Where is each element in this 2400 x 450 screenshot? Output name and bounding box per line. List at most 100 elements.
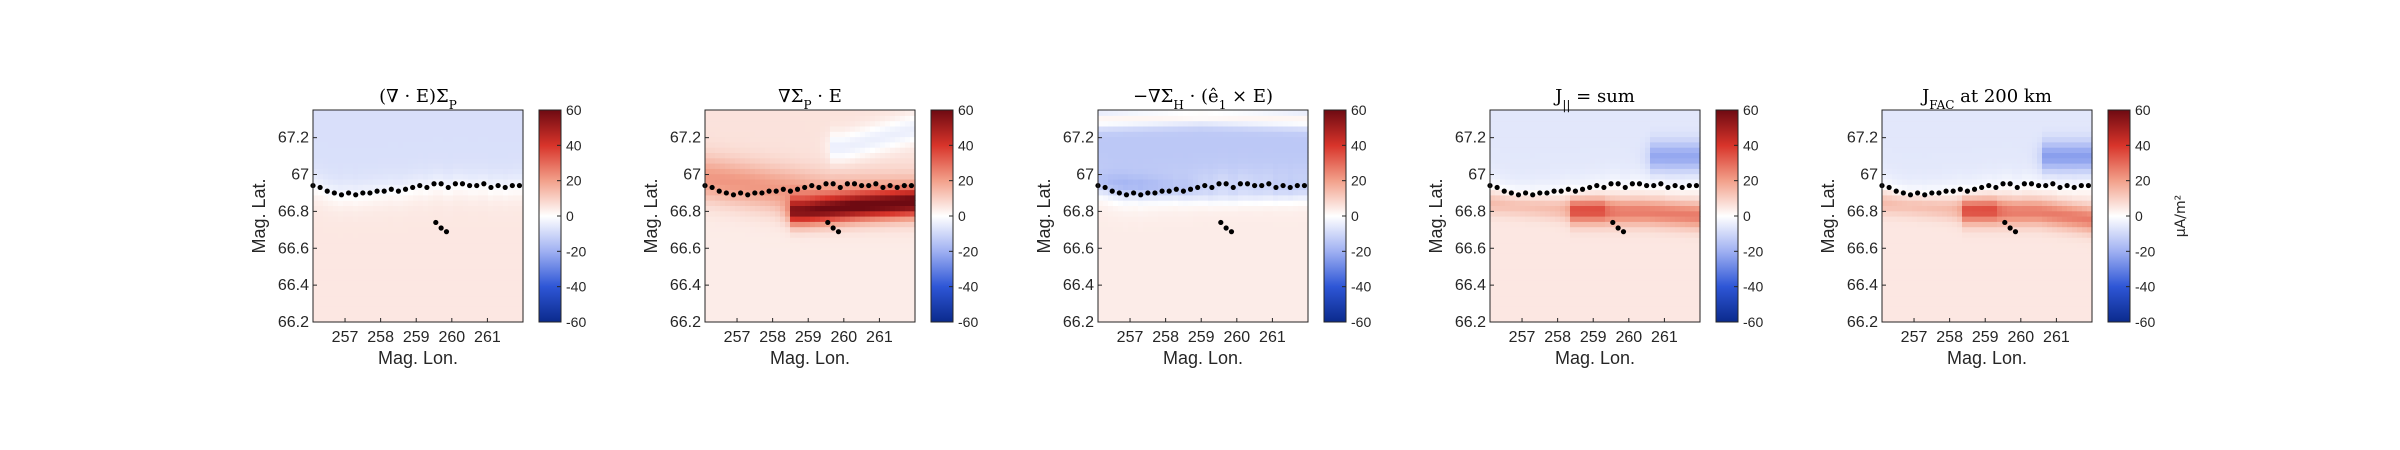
heatmap-cell [338, 163, 344, 169]
heatmap-cell [805, 290, 811, 297]
heatmap-cell [885, 178, 891, 185]
heatmap-cell [518, 163, 524, 169]
heatmap-cell [1118, 136, 1124, 143]
heatmap-cell [715, 173, 721, 180]
heatmap-cell [705, 205, 711, 212]
heatmap-cell [1198, 258, 1204, 265]
heatmap-cell [900, 253, 906, 259]
heatmap-cell [1163, 284, 1169, 291]
heatmap-cell [438, 147, 444, 153]
heatmap-cell [780, 247, 786, 254]
heatmap-cell [830, 316, 836, 323]
heatmap-cell [348, 279, 354, 286]
heatmap-cell [1263, 306, 1269, 312]
heatmap-cell [368, 316, 374, 323]
heatmap-cell [1163, 184, 1169, 191]
heatmap-cell [1218, 189, 1224, 196]
heatmap-cell [518, 189, 524, 196]
heatmap-cell [503, 194, 509, 201]
heatmap-cell [765, 131, 771, 138]
heatmap-cell [438, 115, 444, 122]
heatmap-cell [1213, 295, 1219, 302]
heatmap-cell [1163, 247, 1169, 254]
heatmap-cell [765, 200, 771, 206]
heatmap-cell [1118, 295, 1124, 302]
heatmap-cell [498, 247, 504, 254]
heatmap-cell [448, 110, 454, 116]
heatmap-cell [825, 242, 831, 249]
heatmap-cell [493, 163, 499, 169]
heatmap-cell [468, 120, 474, 127]
heatmap-cell [423, 205, 429, 212]
heatmap-cell [895, 189, 901, 196]
heatmap-cell [1263, 284, 1269, 291]
heatmap-cell [1263, 253, 1269, 259]
heatmap-cell [448, 120, 454, 127]
heatmap-cell [498, 147, 504, 153]
heatmap-cell [720, 300, 726, 307]
heatmap-cell [1173, 120, 1179, 127]
heatmap-cell [498, 115, 504, 122]
heatmap-cell [338, 237, 344, 244]
heatmap-cell [403, 306, 409, 312]
heatmap-cell [1153, 168, 1159, 175]
heatmap-cell [750, 200, 756, 206]
panel-title: ∇ΣP · E [778, 86, 842, 112]
heatmap-cell [438, 125, 444, 132]
heatmap-cell [875, 253, 881, 259]
heatmap-cell [870, 290, 876, 297]
heatmap-cell [388, 147, 394, 153]
heatmap-cell [1163, 231, 1169, 238]
heatmap-cell [1138, 147, 1144, 153]
heatmap-cell [1203, 168, 1209, 175]
heatmap-cell [1253, 205, 1259, 212]
heatmap-cell [720, 205, 726, 212]
heatmap-cell [493, 205, 499, 212]
heatmap-cell [328, 263, 334, 270]
heatmap-cell [423, 242, 429, 249]
heatmap-cell [835, 311, 841, 318]
heatmap-cell [835, 131, 841, 138]
heatmap-cell [353, 258, 359, 265]
heatmap-cell [895, 152, 901, 159]
heatmap-cell [328, 311, 334, 318]
heatmap-cell [875, 221, 881, 228]
heatmap-cell [1148, 168, 1154, 175]
heatmap-cell [765, 253, 771, 259]
heatmap-cell [483, 120, 489, 127]
heatmap-cell [815, 274, 821, 281]
heatmap-cell [875, 168, 881, 175]
boundary-marker [844, 181, 850, 187]
heatmap-cell [1148, 242, 1154, 249]
heatmap-cell [750, 163, 756, 169]
heatmap-cell [353, 274, 359, 281]
heatmap-cell [1168, 258, 1174, 265]
heatmap-cell [845, 173, 851, 180]
heatmap-cell [900, 258, 906, 265]
heatmap-cell [418, 226, 424, 233]
heatmap-cell [328, 168, 334, 175]
heatmap-cell [1143, 279, 1149, 286]
heatmap-cell [855, 231, 861, 238]
heatmap [1098, 110, 1309, 323]
heatmap-cell [1103, 316, 1109, 323]
heatmap-cell [725, 221, 731, 228]
boundary-marker [830, 181, 836, 187]
heatmap-cell [790, 221, 796, 228]
heatmap-cell [1213, 226, 1219, 233]
heatmap-cell [1128, 274, 1134, 281]
heatmap-cell [720, 120, 726, 127]
heatmap-cell [1118, 316, 1124, 323]
heatmap-cell [810, 152, 816, 159]
heatmap-cell [1103, 311, 1109, 318]
heatmap-cell [770, 147, 776, 153]
heatmap-cell [508, 136, 514, 143]
heatmap-cell [1258, 189, 1264, 196]
heatmap-cell [1103, 306, 1109, 312]
heatmap-cell [805, 131, 811, 138]
heatmap-cell [850, 125, 856, 132]
colorbar-tick-label: 60 [566, 102, 582, 118]
heatmap-cell [408, 316, 414, 323]
heatmap-cell [413, 131, 419, 138]
heatmap-cell [1223, 258, 1229, 265]
